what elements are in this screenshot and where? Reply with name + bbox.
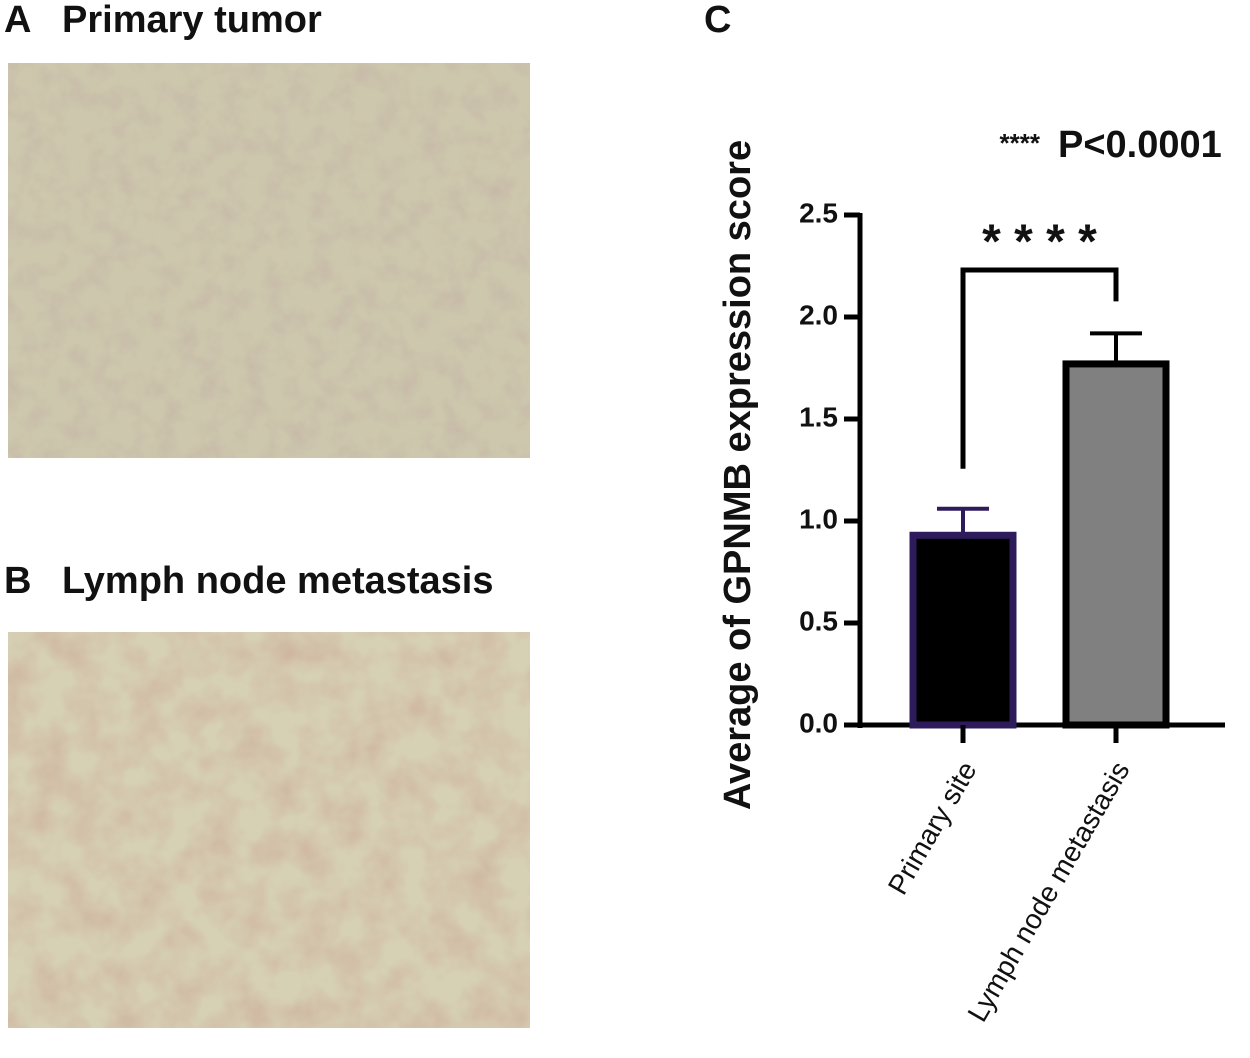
significance-bracket — [960, 267, 1119, 469]
annotation-stars: **** — [1000, 128, 1041, 158]
annotation-text: P<0.0001 — [1058, 124, 1222, 166]
x-tick-label: Primary site — [882, 756, 983, 899]
micrograph — [8, 632, 530, 1028]
y-tick-label: 2.0 — [799, 299, 838, 330]
y-tick-label: 1.5 — [799, 401, 838, 432]
y-tick-label: 1.0 — [799, 503, 838, 534]
y-tick-label: 0.0 — [799, 707, 838, 738]
bar — [909, 531, 1017, 729]
y-tick-label: 2.5 — [799, 197, 838, 228]
panel-title: Primary tumor — [62, 0, 322, 41]
y-tick-label: 0.5 — [799, 605, 838, 636]
bar — [1062, 360, 1170, 729]
x-tick-label: Lymph node metastasis — [961, 756, 1135, 1027]
y-axis-label: Average of GPNMB expression score — [717, 140, 759, 810]
micrograph — [8, 63, 530, 458]
panel-letter: C — [704, 0, 731, 41]
panel-title: Lymph node metastasis — [62, 560, 494, 602]
panel-letter: B — [4, 560, 31, 602]
panel-letter: A — [4, 0, 31, 41]
significance-label: * * * * — [982, 216, 1097, 269]
